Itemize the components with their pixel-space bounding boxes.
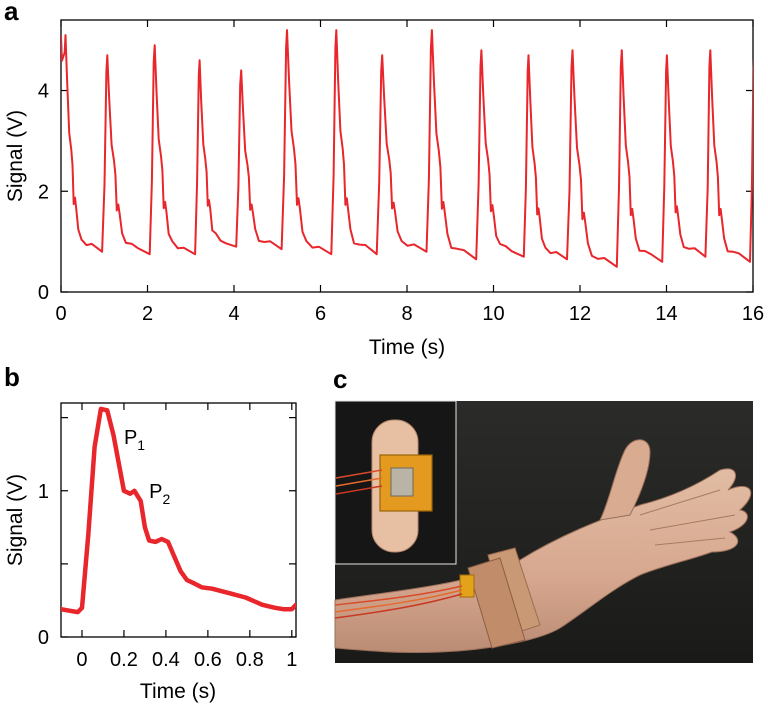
- inset-wire-2: [335, 477, 383, 487]
- panel-b-letter: b: [4, 362, 20, 392]
- finger-crease-3: [654, 537, 726, 546]
- wire-2: [334, 589, 463, 613]
- peak-label-1: P1: [124, 427, 145, 453]
- panel-a-series-line: [61, 29, 753, 268]
- inset-wire-1: [335, 469, 383, 479]
- panel-b-frame: [60, 402, 297, 638]
- inset-sensor-core: [390, 467, 414, 497]
- panel-b-axes: 0 0.2 0.4 0.6 0.8 1 0 1: [38, 403, 297, 671]
- panel-a-y-tick-label: 0: [38, 282, 49, 304]
- panel-a-y-tick-label: 4: [38, 81, 49, 103]
- panel-c-letter: c: [333, 364, 347, 394]
- peak-label-subscript: 2: [162, 491, 170, 507]
- panel-a-x-axis-title: Time (s): [369, 336, 445, 359]
- wire-1: [334, 585, 463, 606]
- panel-a-x-tick-label: 12: [569, 303, 591, 325]
- peak-label-base: P: [124, 427, 137, 449]
- finger-crease-1: [639, 489, 721, 516]
- panel-b-y-axis-title: Signal (V): [4, 474, 27, 566]
- panel-a-x-tick-label: 6: [315, 303, 326, 325]
- wire-3: [334, 593, 463, 619]
- panel-b-x-tick-label: 0.2: [110, 649, 138, 671]
- panel-b-y-tick-label: 1: [38, 481, 49, 503]
- panel-a-axes: 0 2 4 6 8 10 12 14 16 0 2 4: [38, 20, 764, 325]
- inset-wire-3: [335, 485, 383, 495]
- panel-a-x-tick-label: 4: [228, 303, 239, 325]
- wrist-sensor-chip: [459, 574, 475, 598]
- peak-label-base: P: [149, 481, 162, 503]
- panel-b-x-tick-label: 1: [286, 649, 297, 671]
- panel-b-x-tick-label: 0.8: [236, 649, 264, 671]
- panel-a-letter: a: [4, 0, 19, 26]
- panel-a-x-tick-label: 16: [742, 303, 764, 325]
- panel-b-x-tick-label: 0: [76, 649, 87, 671]
- finger-crease-2: [649, 514, 736, 531]
- panel-a-chart: 0 2 4 6 8 10 12 14 16 0 2 4 Time (s) Signal (V): [4, 19, 764, 359]
- peak-label-subscript: 1: [137, 437, 145, 453]
- panel-a-x-tick-label: 10: [482, 303, 504, 325]
- thumb: [599, 439, 651, 521]
- panel-a-x-tick-label: 0: [55, 303, 66, 325]
- peak-label-2: P2: [149, 481, 170, 507]
- panel-a-frame: [60, 19, 754, 293]
- panel-b-x-axis-title: Time (s): [140, 680, 216, 703]
- panel-b-x-tick-label: 0.6: [194, 649, 222, 671]
- panel-a-x-tick-label: 14: [655, 303, 677, 325]
- panel-c-photo: [334, 400, 753, 663]
- wrist-bandage-pad: [467, 557, 526, 649]
- panel-a-y-tick-label: 2: [38, 181, 49, 203]
- forearm-and-hand: [334, 468, 752, 654]
- panel-b-y-tick-label: 0: [38, 627, 49, 649]
- panel-b-series-line: [61, 406, 296, 615]
- panel-a-y-axis-title: Signal (V): [4, 110, 27, 202]
- panel-a-x-tick-label: 8: [401, 303, 412, 325]
- panel-b-x-tick-label: 0.4: [152, 649, 180, 671]
- panel-a-x-tick-label: 2: [142, 303, 153, 325]
